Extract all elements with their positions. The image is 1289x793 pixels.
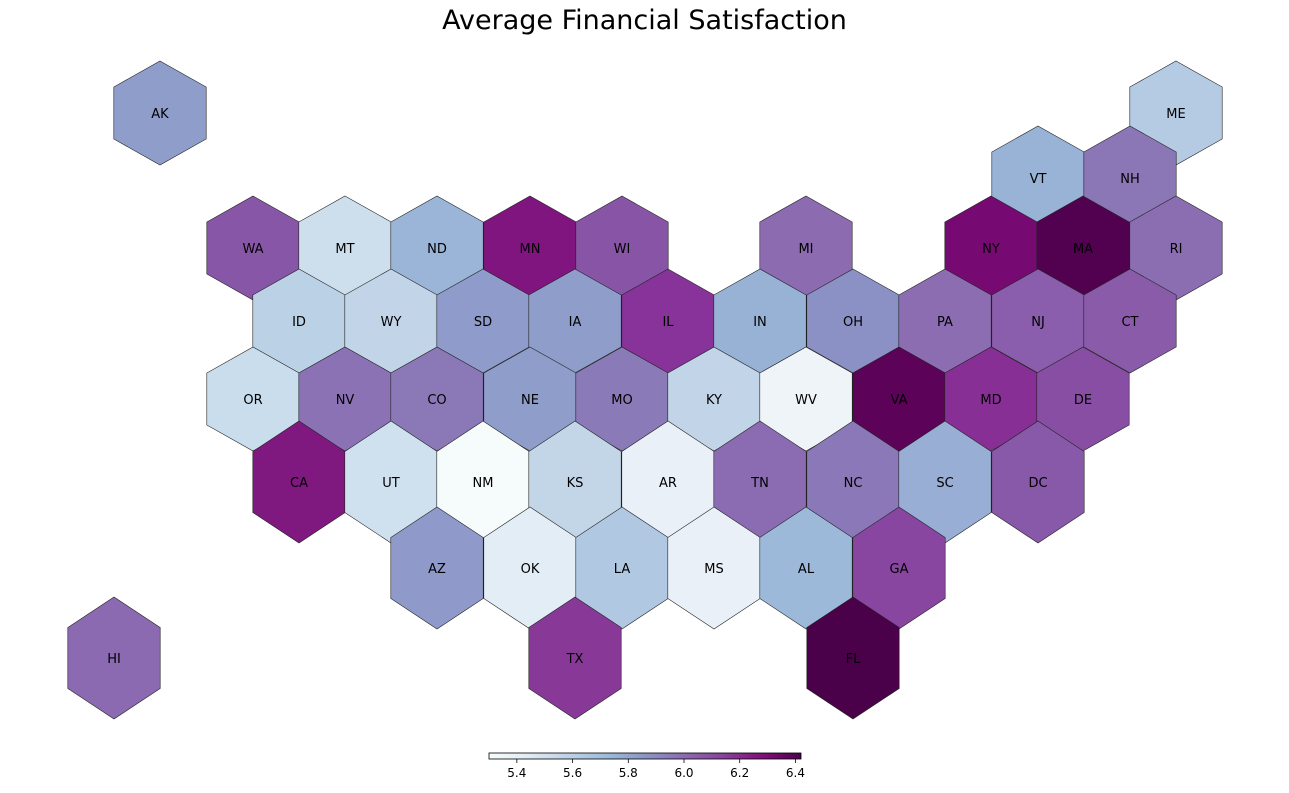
state-hex-tn: TN bbox=[713, 420, 807, 544]
state-label-mn: MN bbox=[520, 242, 541, 257]
state-hex-in: IN bbox=[713, 268, 807, 374]
state-label-nc: NC bbox=[844, 476, 863, 491]
state-shape-ct bbox=[1083, 268, 1177, 374]
state-hex-ct: CT bbox=[1083, 268, 1177, 374]
state-shape-dc bbox=[991, 420, 1085, 544]
state-label-wa: WA bbox=[242, 242, 263, 257]
state-label-ri: RI bbox=[1170, 242, 1183, 257]
state-label-ky: KY bbox=[706, 393, 722, 408]
chart-title: Average Financial Satisfaction bbox=[442, 5, 847, 36]
colorbar-tick-label: 6.4 bbox=[786, 766, 805, 780]
colorbar-tick-label: 6.2 bbox=[730, 766, 749, 780]
state-hex-tx: TX bbox=[528, 596, 622, 720]
colorbar-tick-label: 5.4 bbox=[507, 766, 526, 780]
state-hex-ok: OK bbox=[483, 506, 577, 630]
state-shape-fl bbox=[806, 596, 900, 720]
state-shape-ak bbox=[113, 60, 207, 166]
state-label-dc: DC bbox=[1028, 476, 1047, 491]
colorbar-tick-label: 6.0 bbox=[674, 766, 693, 780]
state-label-pa: PA bbox=[937, 315, 953, 330]
state-label-ar: AR bbox=[659, 476, 677, 491]
state-label-wv: WV bbox=[795, 393, 817, 408]
state-hex-md: MD bbox=[944, 346, 1038, 452]
state-label-ct: CT bbox=[1121, 315, 1138, 330]
state-hex-ma: MA bbox=[1036, 195, 1130, 301]
state-label-id: ID bbox=[292, 315, 306, 330]
state-hex-ca: CA bbox=[252, 420, 346, 544]
state-hex-az: AZ bbox=[390, 506, 484, 630]
colorbar-gradient bbox=[488, 752, 802, 760]
state-shape-az bbox=[390, 506, 484, 630]
state-shape-hi bbox=[67, 596, 161, 720]
state-hex-dc: DC bbox=[991, 420, 1085, 544]
state-label-va: VA bbox=[891, 393, 908, 408]
state-hex-mo: MO bbox=[575, 346, 669, 452]
state-label-ms: MS bbox=[704, 562, 723, 577]
state-shape-wv bbox=[759, 346, 853, 452]
state-label-mt: MT bbox=[335, 242, 354, 257]
state-label-sd: SD bbox=[474, 315, 492, 330]
state-shape-al bbox=[759, 506, 853, 630]
state-hex-fl: FL bbox=[806, 596, 900, 720]
state-label-mi: MI bbox=[798, 242, 813, 257]
state-label-fl: FL bbox=[846, 652, 861, 667]
state-label-co: CO bbox=[427, 393, 446, 408]
state-label-nj: NJ bbox=[1031, 315, 1045, 330]
state-label-ks: KS bbox=[567, 476, 584, 491]
state-label-oh: OH bbox=[843, 315, 863, 330]
colorbar: 5.4 5.6 5.8 6.0 6.2 6.4 bbox=[488, 752, 805, 780]
state-shape-co bbox=[390, 346, 484, 452]
state-shape-tx bbox=[528, 596, 622, 720]
state-hex-co: CO bbox=[390, 346, 484, 452]
state-hex-wi: WI bbox=[575, 195, 669, 301]
state-label-nd: ND bbox=[427, 242, 447, 257]
colorbar-tick-label: 5.8 bbox=[619, 766, 638, 780]
state-hex-hi: HI bbox=[67, 596, 161, 720]
state-label-hi: HI bbox=[107, 652, 121, 667]
hex-layer: AK ME VT NH WA MT ND MN WI MI NY MA RI ID WY SD IA IL IN OH… bbox=[67, 60, 1223, 720]
state-label-nh: NH bbox=[1120, 172, 1140, 187]
state-hex-mi: MI bbox=[759, 195, 853, 301]
state-label-mo: MO bbox=[611, 393, 632, 408]
state-label-ia: IA bbox=[569, 315, 582, 330]
state-label-in: IN bbox=[753, 315, 767, 330]
state-hex-nv: NV bbox=[298, 346, 392, 452]
state-hex-ak: AK bbox=[113, 60, 207, 166]
state-label-ut: UT bbox=[382, 476, 400, 491]
colorbar-tick-label: 5.6 bbox=[563, 766, 582, 780]
state-label-la: LA bbox=[614, 562, 631, 577]
state-label-ma: MA bbox=[1073, 242, 1093, 257]
state-label-wy: WY bbox=[381, 315, 402, 330]
state-hex-wa: WA bbox=[206, 195, 300, 301]
state-label-ok: OK bbox=[521, 562, 540, 577]
state-label-tn: TN bbox=[750, 476, 769, 491]
state-hex-vt: VT bbox=[991, 125, 1085, 231]
state-label-tx: TX bbox=[566, 652, 584, 667]
state-label-wi: WI bbox=[614, 242, 631, 257]
state-hex-ia: IA bbox=[528, 268, 622, 374]
state-label-ak: AK bbox=[151, 107, 169, 122]
state-label-nm: NM bbox=[473, 476, 494, 491]
state-label-nv: NV bbox=[336, 393, 355, 408]
state-hex-wv: WV bbox=[759, 346, 853, 452]
state-label-ny: NY bbox=[982, 242, 1000, 257]
state-label-md: MD bbox=[980, 393, 1001, 408]
state-label-or: OR bbox=[243, 393, 262, 408]
state-label-il: IL bbox=[662, 315, 674, 330]
state-label-de: DE bbox=[1074, 393, 1092, 408]
state-hex-or: OR bbox=[206, 346, 300, 452]
state-label-sc: SC bbox=[936, 476, 953, 491]
state-label-ne: NE bbox=[521, 393, 539, 408]
state-label-ca: CA bbox=[290, 476, 308, 491]
colorbar-ticks: 5.4 5.6 5.8 6.0 6.2 6.4 bbox=[507, 759, 805, 780]
state-hex-al: AL bbox=[759, 506, 853, 630]
state-label-ga: GA bbox=[890, 562, 909, 577]
state-label-az: AZ bbox=[428, 562, 446, 577]
state-label-al: AL bbox=[798, 562, 815, 577]
state-label-me: ME bbox=[1166, 107, 1185, 122]
state-label-vt: VT bbox=[1030, 172, 1047, 187]
